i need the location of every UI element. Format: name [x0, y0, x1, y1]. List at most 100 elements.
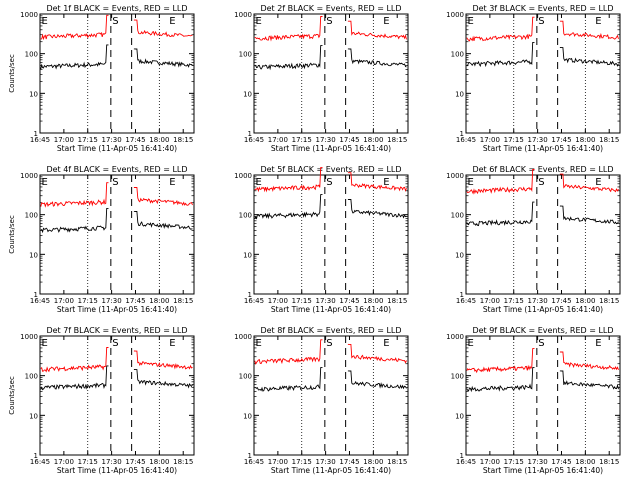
x-tick-label: 17:30	[102, 458, 122, 466]
x-tick-label: 16:45	[244, 297, 264, 305]
y-tick-label: 1	[248, 130, 252, 138]
chart-panel-1: Det 1f BLACK = Events, RED = LLD 1 10 100 10…	[8, 4, 195, 153]
series-line-lld-pre	[466, 348, 535, 374]
x-tick-label: 17:15	[78, 297, 98, 305]
x-tick-label: 16:45	[456, 297, 476, 305]
x-tick-label: 17:45	[125, 136, 145, 144]
series-line-events-pre	[40, 44, 109, 70]
series-line-lld-post	[133, 350, 193, 370]
plot-frame	[253, 174, 409, 295]
plot-frame	[39, 13, 195, 134]
y-tick-label: 10	[29, 251, 38, 259]
chart-panel-5: Det 5f BLACK = Events, RED = LLD 1 10 100 10…	[234, 165, 409, 314]
x-tick-label: 17:30	[528, 136, 548, 144]
series-line-events-post	[347, 48, 407, 68]
marker-S: S	[326, 177, 332, 188]
y-tick-label: 10	[29, 412, 38, 420]
x-axis-label: Start Time (11-Apr-05 16:41:40)	[483, 144, 603, 153]
x-tick-label: 18:15	[173, 136, 193, 144]
series-line-lld-post	[347, 172, 407, 192]
x-tick-label: 18:15	[387, 458, 407, 466]
series-line-events-pre	[40, 207, 109, 234]
x-tick-label: 17:15	[78, 458, 98, 466]
x-tick-label: 18:15	[173, 458, 193, 466]
y-tick-label: 1000	[446, 11, 464, 19]
series-line-events-pre	[466, 41, 535, 68]
marker-S: S	[326, 338, 332, 349]
x-tick-label: 17:45	[339, 297, 359, 305]
x-tick-label: 18:00	[149, 458, 169, 466]
x-tick-label: 17:15	[504, 458, 524, 466]
series-line-lld-pre	[466, 169, 535, 195]
x-tick-label: 17:45	[339, 136, 359, 144]
marker-E: E	[255, 177, 261, 188]
y-axis-label: Counts/sec	[8, 376, 16, 415]
x-axis-label: Start Time (11-Apr-05 16:41:40)	[483, 466, 603, 475]
y-tick-label: 1000	[234, 172, 252, 180]
plot-frame	[465, 174, 621, 295]
marker-E: E	[169, 16, 175, 27]
x-tick-label: 16:45	[30, 458, 50, 466]
series-line-events-post	[559, 370, 619, 390]
marker-E: E	[169, 338, 175, 349]
chart-title: Det 4f BLACK = Events, RED = LLD	[46, 165, 187, 174]
y-tick-label: 1000	[20, 333, 38, 341]
x-axis-label: Start Time (11-Apr-05 16:41:40)	[483, 305, 603, 314]
marker-E: E	[255, 338, 261, 349]
chart-panel-3: Det 3f BLACK = Events, RED = LLD 1 10 100 10…	[446, 4, 621, 153]
chart-panel-9: Det 9f BLACK = Events, RED = LLD 1 10 100 10…	[446, 326, 621, 475]
x-tick-label: 18:15	[387, 297, 407, 305]
x-tick-label: 17:15	[78, 136, 98, 144]
marker-E: E	[595, 177, 601, 188]
x-axis-label: Start Time (11-Apr-05 16:41:40)	[57, 305, 177, 314]
y-tick-label: 100	[25, 212, 38, 220]
plot-frame	[39, 174, 195, 295]
x-tick-label: 18:00	[363, 297, 383, 305]
y-tick-label: 100	[239, 51, 252, 59]
series-line-events-pre	[254, 45, 323, 71]
plot-frame	[39, 335, 195, 456]
x-tick-label: 17:15	[292, 458, 312, 466]
marker-E: E	[255, 16, 261, 27]
x-tick-label: 17:00	[480, 458, 500, 466]
series-line-lld-pre	[254, 16, 323, 42]
marker-E: E	[169, 177, 175, 188]
y-tick-label: 1	[34, 291, 38, 299]
x-tick-label: 17:15	[292, 297, 312, 305]
marker-E: E	[595, 338, 601, 349]
y-tick-label: 1	[460, 130, 464, 138]
x-tick-label: 17:30	[316, 458, 336, 466]
x-tick-label: 18:15	[387, 136, 407, 144]
chart-title: Det 1f BLACK = Events, RED = LLD	[46, 4, 187, 13]
x-tick-label: 18:00	[575, 136, 595, 144]
marker-S: S	[112, 177, 118, 188]
series-line-lld-post	[559, 173, 619, 193]
marker-S: S	[326, 16, 332, 27]
chart-title: Det 8f BLACK = Events, RED = LLD	[260, 326, 401, 335]
y-tick-label: 100	[451, 51, 464, 59]
chart-panel-2: Det 2f BLACK = Events, RED = LLD 1 10 100 10…	[234, 4, 409, 153]
marker-E: E	[41, 338, 47, 349]
series-line-lld-pre	[40, 14, 109, 41]
x-tick-label: 17:45	[551, 136, 571, 144]
chart-title: Det 5f BLACK = Events, RED = LLD	[260, 165, 401, 174]
x-tick-label: 17:00	[268, 458, 288, 466]
plot-frame	[465, 13, 621, 134]
y-tick-label: 1000	[234, 11, 252, 19]
x-tick-label: 18:15	[173, 297, 193, 305]
y-tick-label: 100	[451, 373, 464, 381]
y-tick-label: 10	[455, 251, 464, 259]
y-axis-label: Counts/sec	[8, 54, 16, 93]
chart-title: Det 7f BLACK = Events, RED = LLD	[46, 326, 187, 335]
series-line-lld-pre	[40, 182, 109, 208]
plot-frame	[253, 13, 409, 134]
series-line-events-post	[133, 210, 193, 230]
series-line-events-pre	[466, 201, 535, 227]
x-tick-label: 17:30	[316, 136, 336, 144]
chart-title: Det 2f BLACK = Events, RED = LLD	[260, 4, 401, 13]
marker-E: E	[467, 338, 473, 349]
plot-frame	[465, 335, 621, 456]
series-line-lld-post	[133, 187, 193, 206]
series-line-lld-post	[347, 343, 407, 364]
x-tick-label: 17:45	[551, 458, 571, 466]
